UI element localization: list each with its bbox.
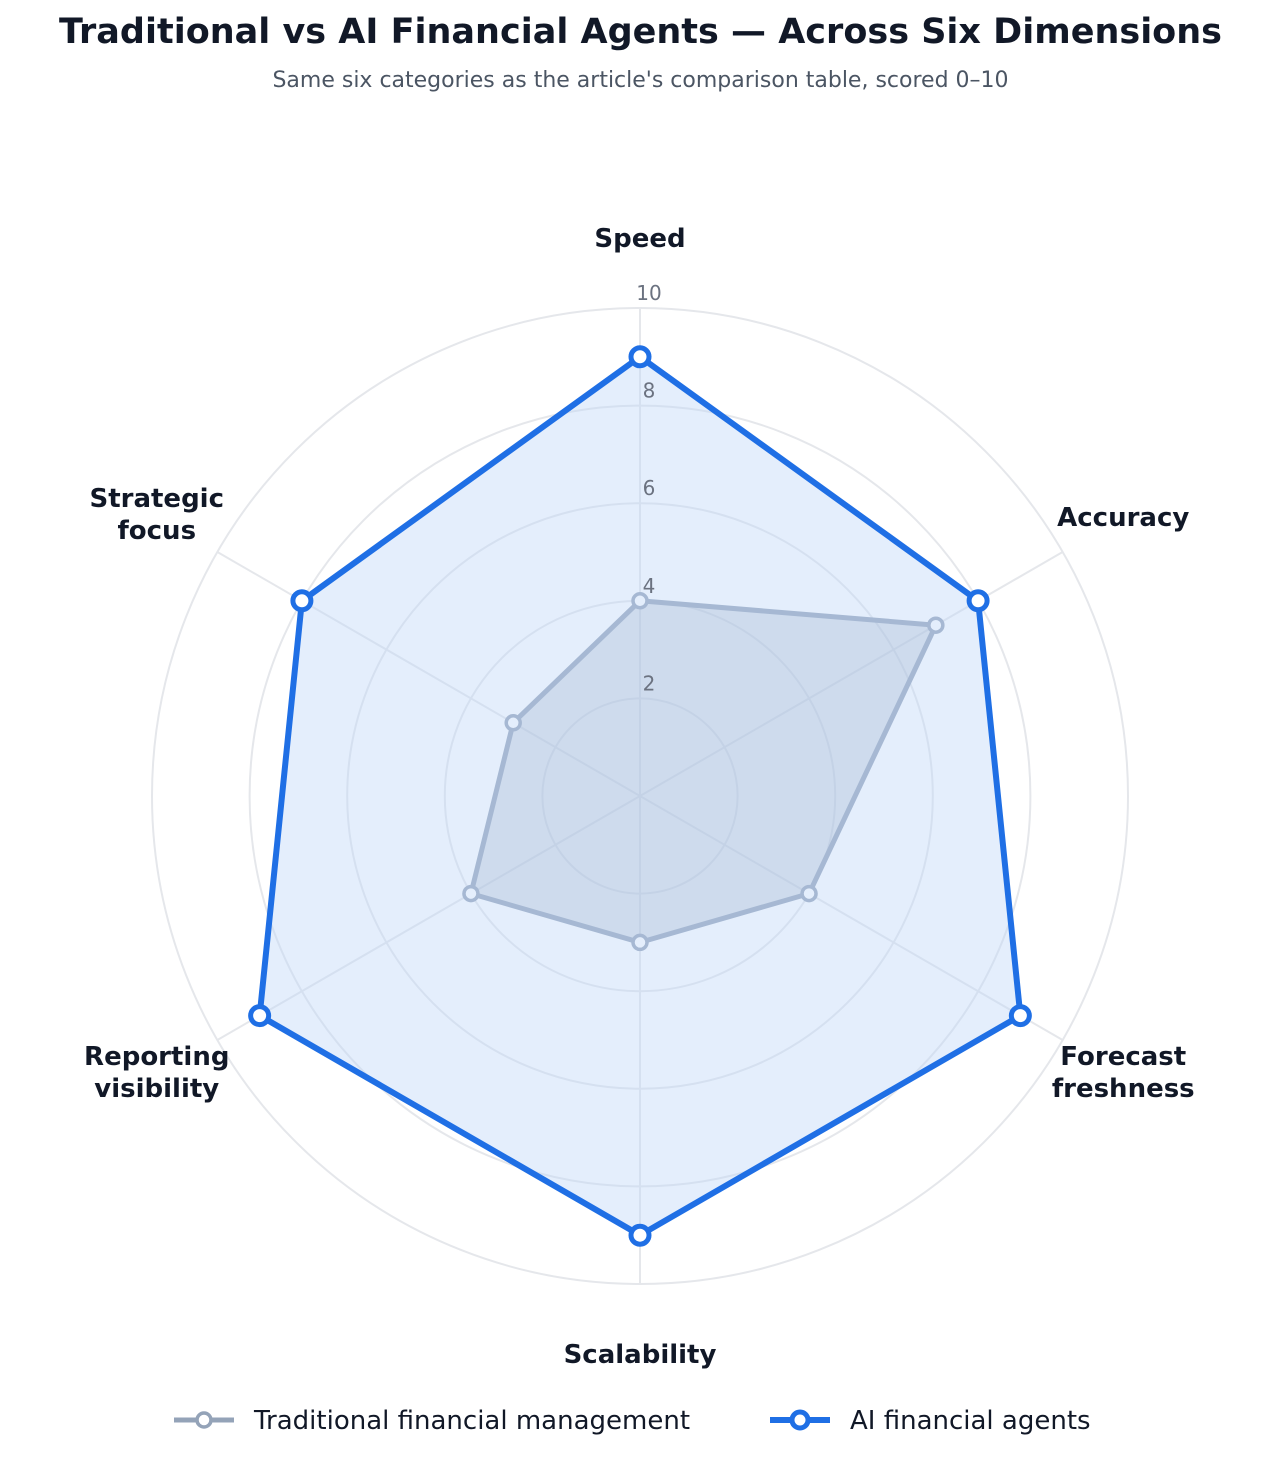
spoke-reporting-visibility: [216, 795, 641, 1041]
point-ai-financial-agents-reporting-visibility: [248, 1004, 272, 1028]
point-ai-financial-agents-strategic-focus: [290, 589, 314, 613]
radar-series: [248, 345, 1032, 1247]
point-traditional-financial-management-accuracy: [927, 616, 945, 634]
point-traditional-financial-management-scalability: [631, 933, 649, 952]
point-traditional-financial-management-forecast-freshness: [800, 884, 818, 903]
point-ai-financial-agents-speed: [628, 345, 652, 369]
point-traditional-financial-management-speed: [631, 592, 649, 610]
axis-labels: Speed Accuracy Forecast freshness Scalabilit…: [84, 224, 1195, 1370]
series-area-ai-financial-agents: [256, 353, 1024, 1239]
point-ai-financial-agents-scalability: [628, 1223, 652, 1247]
radar-grid: [151, 307, 1129, 1285]
chart-title: Traditional vs AI Financial Agents — Acr…: [59, 12, 1222, 52]
legend-label: AI financial agents: [850, 1406, 1091, 1436]
legend: Traditional financial management AI finan…: [174, 1406, 1091, 1436]
spoke-strategic-focus: [216, 551, 641, 797]
spoke-accuracy: [639, 551, 1064, 797]
legend-swatch-marker: [195, 1411, 213, 1429]
axis-label-scalability: Scalability: [564, 1340, 717, 1370]
tick-label-2: 2: [643, 671, 656, 695]
axis-label-strategic-focus: Strategic focus: [89, 484, 224, 546]
legend-label: Traditional financial management: [253, 1406, 690, 1436]
tick-label-4: 4: [643, 574, 656, 598]
legend-item-traditional-financial-management: Traditional financial management: [174, 1406, 690, 1436]
tick-label-10: 10: [636, 281, 661, 305]
legend-swatch-marker: [789, 1409, 811, 1431]
chart-subtitle: Same six categories as the article's com…: [272, 68, 1009, 93]
point-traditional-financial-management-strategic-focus: [504, 714, 522, 732]
series-traditional-financial-management: [462, 592, 945, 952]
point-traditional-financial-management-reporting-visibility: [462, 884, 480, 903]
point-ai-financial-agents-forecast-freshness: [1008, 1004, 1032, 1028]
spoke-forecast-freshness: [639, 795, 1064, 1041]
series-ai-financial-agents: [248, 345, 1032, 1247]
point-ai-financial-agents-accuracy: [966, 589, 990, 613]
axis-label-accuracy: Accuracy: [1057, 503, 1189, 533]
axis-label-forecast-freshness: Forecast freshness: [1052, 1042, 1195, 1104]
radial-tick-labels: 2 4 6 8 10: [636, 281, 661, 695]
tick-label-6: 6: [643, 476, 656, 500]
axis-label-reporting-visibility: Reporting visibility: [84, 1042, 229, 1104]
tick-label-8: 8: [643, 379, 656, 403]
legend-item-ai-financial-agents: AI financial agents: [770, 1406, 1091, 1436]
axis-label-speed: Speed: [594, 224, 685, 254]
